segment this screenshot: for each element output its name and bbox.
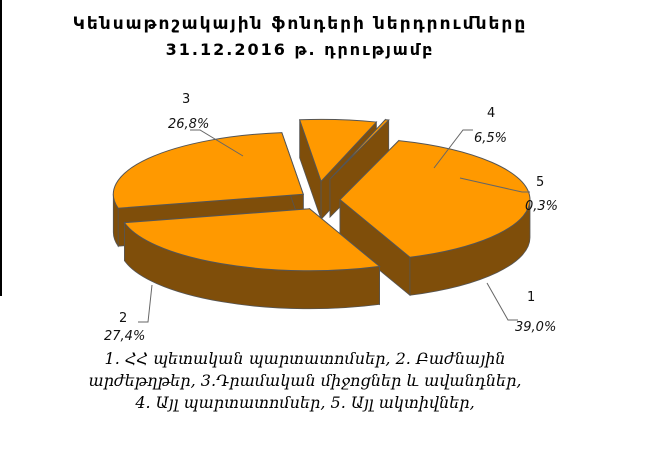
slice-percent: 26,8% xyxy=(168,117,209,132)
leader-line xyxy=(190,129,244,157)
slice-label: 3 xyxy=(182,92,190,107)
legend-line: 1. ՀՀ պետական պարտատոմսեր, 2. Բաժնային xyxy=(104,349,506,368)
pie-slice-1 xyxy=(339,140,531,258)
slice-label: 5 xyxy=(536,175,544,190)
slice-label: 4 xyxy=(487,106,495,121)
leader-line xyxy=(486,282,518,321)
pie-slice-5 xyxy=(329,119,390,180)
slice-percent: 39,0% xyxy=(515,320,556,335)
leader-line xyxy=(459,177,530,193)
chart-title: Կենսաթոշակային ֆոնդերի ներդրումները xyxy=(72,14,528,34)
slice-percent: 27,4% xyxy=(104,329,145,344)
chart-legend: 1. ՀՀ պետական պարտատոմսեր, 2. Բաժնային ա… xyxy=(0,348,610,414)
slice-label: 2 xyxy=(119,311,127,326)
chart-subtitle: 31.12.2016 թ. դրությամբ xyxy=(165,40,435,59)
left-border-rule xyxy=(0,0,2,296)
legend-line: արժեթղթեր, 3.Դրամական միջոցներ և ավանդնե… xyxy=(88,371,522,390)
pie-slice-4 xyxy=(298,118,378,183)
leader-line xyxy=(138,284,153,323)
slice-percent: 0,3% xyxy=(525,199,558,214)
leader-line xyxy=(433,129,473,169)
pie-slice-2 xyxy=(123,208,381,272)
legend-line: 4. Այլ պարտատոմսեր, 5. Այլ ակտիվներ, xyxy=(135,393,475,412)
pie-slice-3 xyxy=(112,132,304,209)
slice-label: 1 xyxy=(527,290,535,305)
slice-percent: 6,5% xyxy=(474,131,507,146)
